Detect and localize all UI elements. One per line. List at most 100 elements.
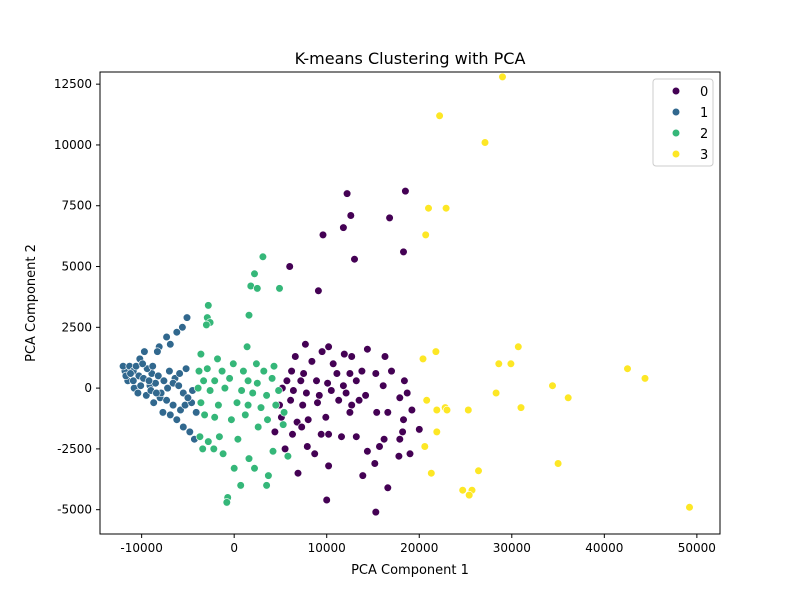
point-cluster-2 [196,350,205,359]
point-cluster-0 [403,388,412,398]
point-cluster-1 [182,364,191,373]
point-cluster-2 [213,354,222,364]
point-cluster-2 [248,388,257,398]
legend-marker-0 [671,86,681,96]
point-cluster-1 [179,422,188,432]
x-tick-label: 10000 [308,541,346,555]
point-cluster-1 [126,369,135,378]
point-cluster-0 [347,352,356,361]
point-cluster-2 [237,386,246,395]
point-cluster-1 [192,408,201,417]
point-cluster-3 [432,405,441,415]
point-cluster-3 [432,427,441,437]
point-cluster-2 [241,410,250,420]
legend-label-0: 0 [700,85,708,100]
point-cluster-0 [380,352,390,361]
point-cluster-0 [372,408,381,417]
point-cluster-3 [564,393,573,402]
point-cluster-0 [323,379,332,388]
x-axis-ticks: -10000 0 10000 20000 30000 40000 50000 [120,534,716,555]
point-cluster-1 [178,323,187,332]
point-cluster-2 [280,408,289,417]
point-cluster-0 [322,495,331,505]
point-cluster-0 [313,398,322,407]
point-cluster-0 [415,425,424,434]
point-cluster-3 [506,359,516,368]
point-cluster-3 [514,342,523,351]
point-cluster-1 [158,408,167,417]
point-cluster-2 [244,454,254,463]
legend-items: 0 1 2 3 [671,85,708,163]
point-cluster-2 [271,401,280,410]
point-cluster-2 [259,367,268,376]
point-cluster-0 [380,435,389,444]
point-cluster-0 [343,189,352,198]
point-cluster-2 [256,403,266,412]
point-cluster-0 [357,367,367,376]
point-cluster-0 [371,507,380,517]
point-cluster-0 [287,367,296,376]
point-cluster-0 [394,452,404,461]
point-cluster-2 [269,362,279,371]
point-cluster-0 [297,422,306,432]
point-cluster-2 [203,364,212,373]
point-cluster-2 [232,398,242,407]
point-cluster-3 [553,459,563,468]
point-cluster-1 [165,367,174,376]
point-cluster-1 [138,359,147,368]
legend-label-1: 1 [700,106,708,121]
point-cluster-0 [345,408,355,417]
point-cluster-0 [307,357,317,366]
point-cluster-0 [312,376,321,385]
point-cluster-2 [253,379,262,388]
point-cluster-1 [174,381,183,390]
point-cluster-0 [298,401,307,410]
point-cluster-0 [395,435,404,444]
point-cluster-3 [421,230,430,239]
point-cluster-2 [204,437,213,446]
point-cluster-1 [175,369,184,378]
point-cluster-0 [332,369,342,378]
point-cluster-2 [206,386,215,395]
point-cluster-0 [363,447,372,456]
point-cluster-3 [464,405,473,415]
point-cluster-3 [623,364,632,373]
point-cluster-3 [465,491,474,500]
chart-title: K-means Clustering with PCA [295,49,526,68]
legend: 0 1 2 3 [652,78,714,167]
point-cluster-0 [303,442,312,451]
point-cluster-3 [442,204,451,213]
point-cluster-0 [395,393,404,402]
point-cluster-1 [172,415,181,424]
legend-box [652,78,714,167]
point-cluster-0 [400,376,409,385]
y-tick-label: -5000 [57,503,92,517]
point-cluster-0 [347,401,356,410]
x-axis-label: PCA Component 1 [351,563,469,578]
point-cluster-3 [458,486,467,495]
point-cluster-2 [250,269,259,278]
point-cluster-2 [218,367,227,376]
point-cluster-3 [474,466,483,475]
point-cluster-1 [163,384,172,393]
y-tick-label: 10000 [54,138,92,152]
point-cluster-0 [405,449,415,458]
point-cluster-0 [334,396,343,405]
x-tick-label: 30000 [493,541,531,555]
legend-marker-1 [671,107,681,117]
point-cluster-2 [200,410,209,420]
point-cluster-0 [301,340,310,349]
point-cluster-1 [154,371,163,381]
point-cluster-1 [133,388,142,398]
point-cluster-0 [288,430,297,439]
point-cluster-1 [166,410,175,420]
point-cluster-0 [293,469,303,478]
point-cluster-2 [244,311,254,320]
point-cluster-2 [202,320,211,330]
point-cluster-2 [268,374,277,383]
point-cluster-1 [182,313,192,322]
point-cluster-2 [194,384,203,393]
point-cluster-0 [342,388,351,398]
point-cluster-0 [398,427,407,437]
